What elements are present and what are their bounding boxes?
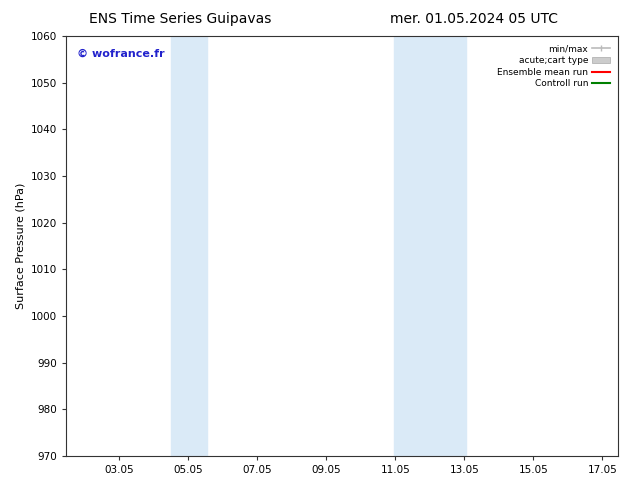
Legend: min/max, acute;cart type, Ensemble mean run, Controll run: min/max, acute;cart type, Ensemble mean … <box>493 41 614 92</box>
Text: ENS Time Series Guipavas: ENS Time Series Guipavas <box>89 12 271 26</box>
Bar <box>171 36 207 456</box>
Bar <box>394 36 466 456</box>
Text: © wofrance.fr: © wofrance.fr <box>77 49 164 59</box>
Text: mer. 01.05.2024 05 UTC: mer. 01.05.2024 05 UTC <box>390 12 558 26</box>
Y-axis label: Surface Pressure (hPa): Surface Pressure (hPa) <box>15 183 25 309</box>
